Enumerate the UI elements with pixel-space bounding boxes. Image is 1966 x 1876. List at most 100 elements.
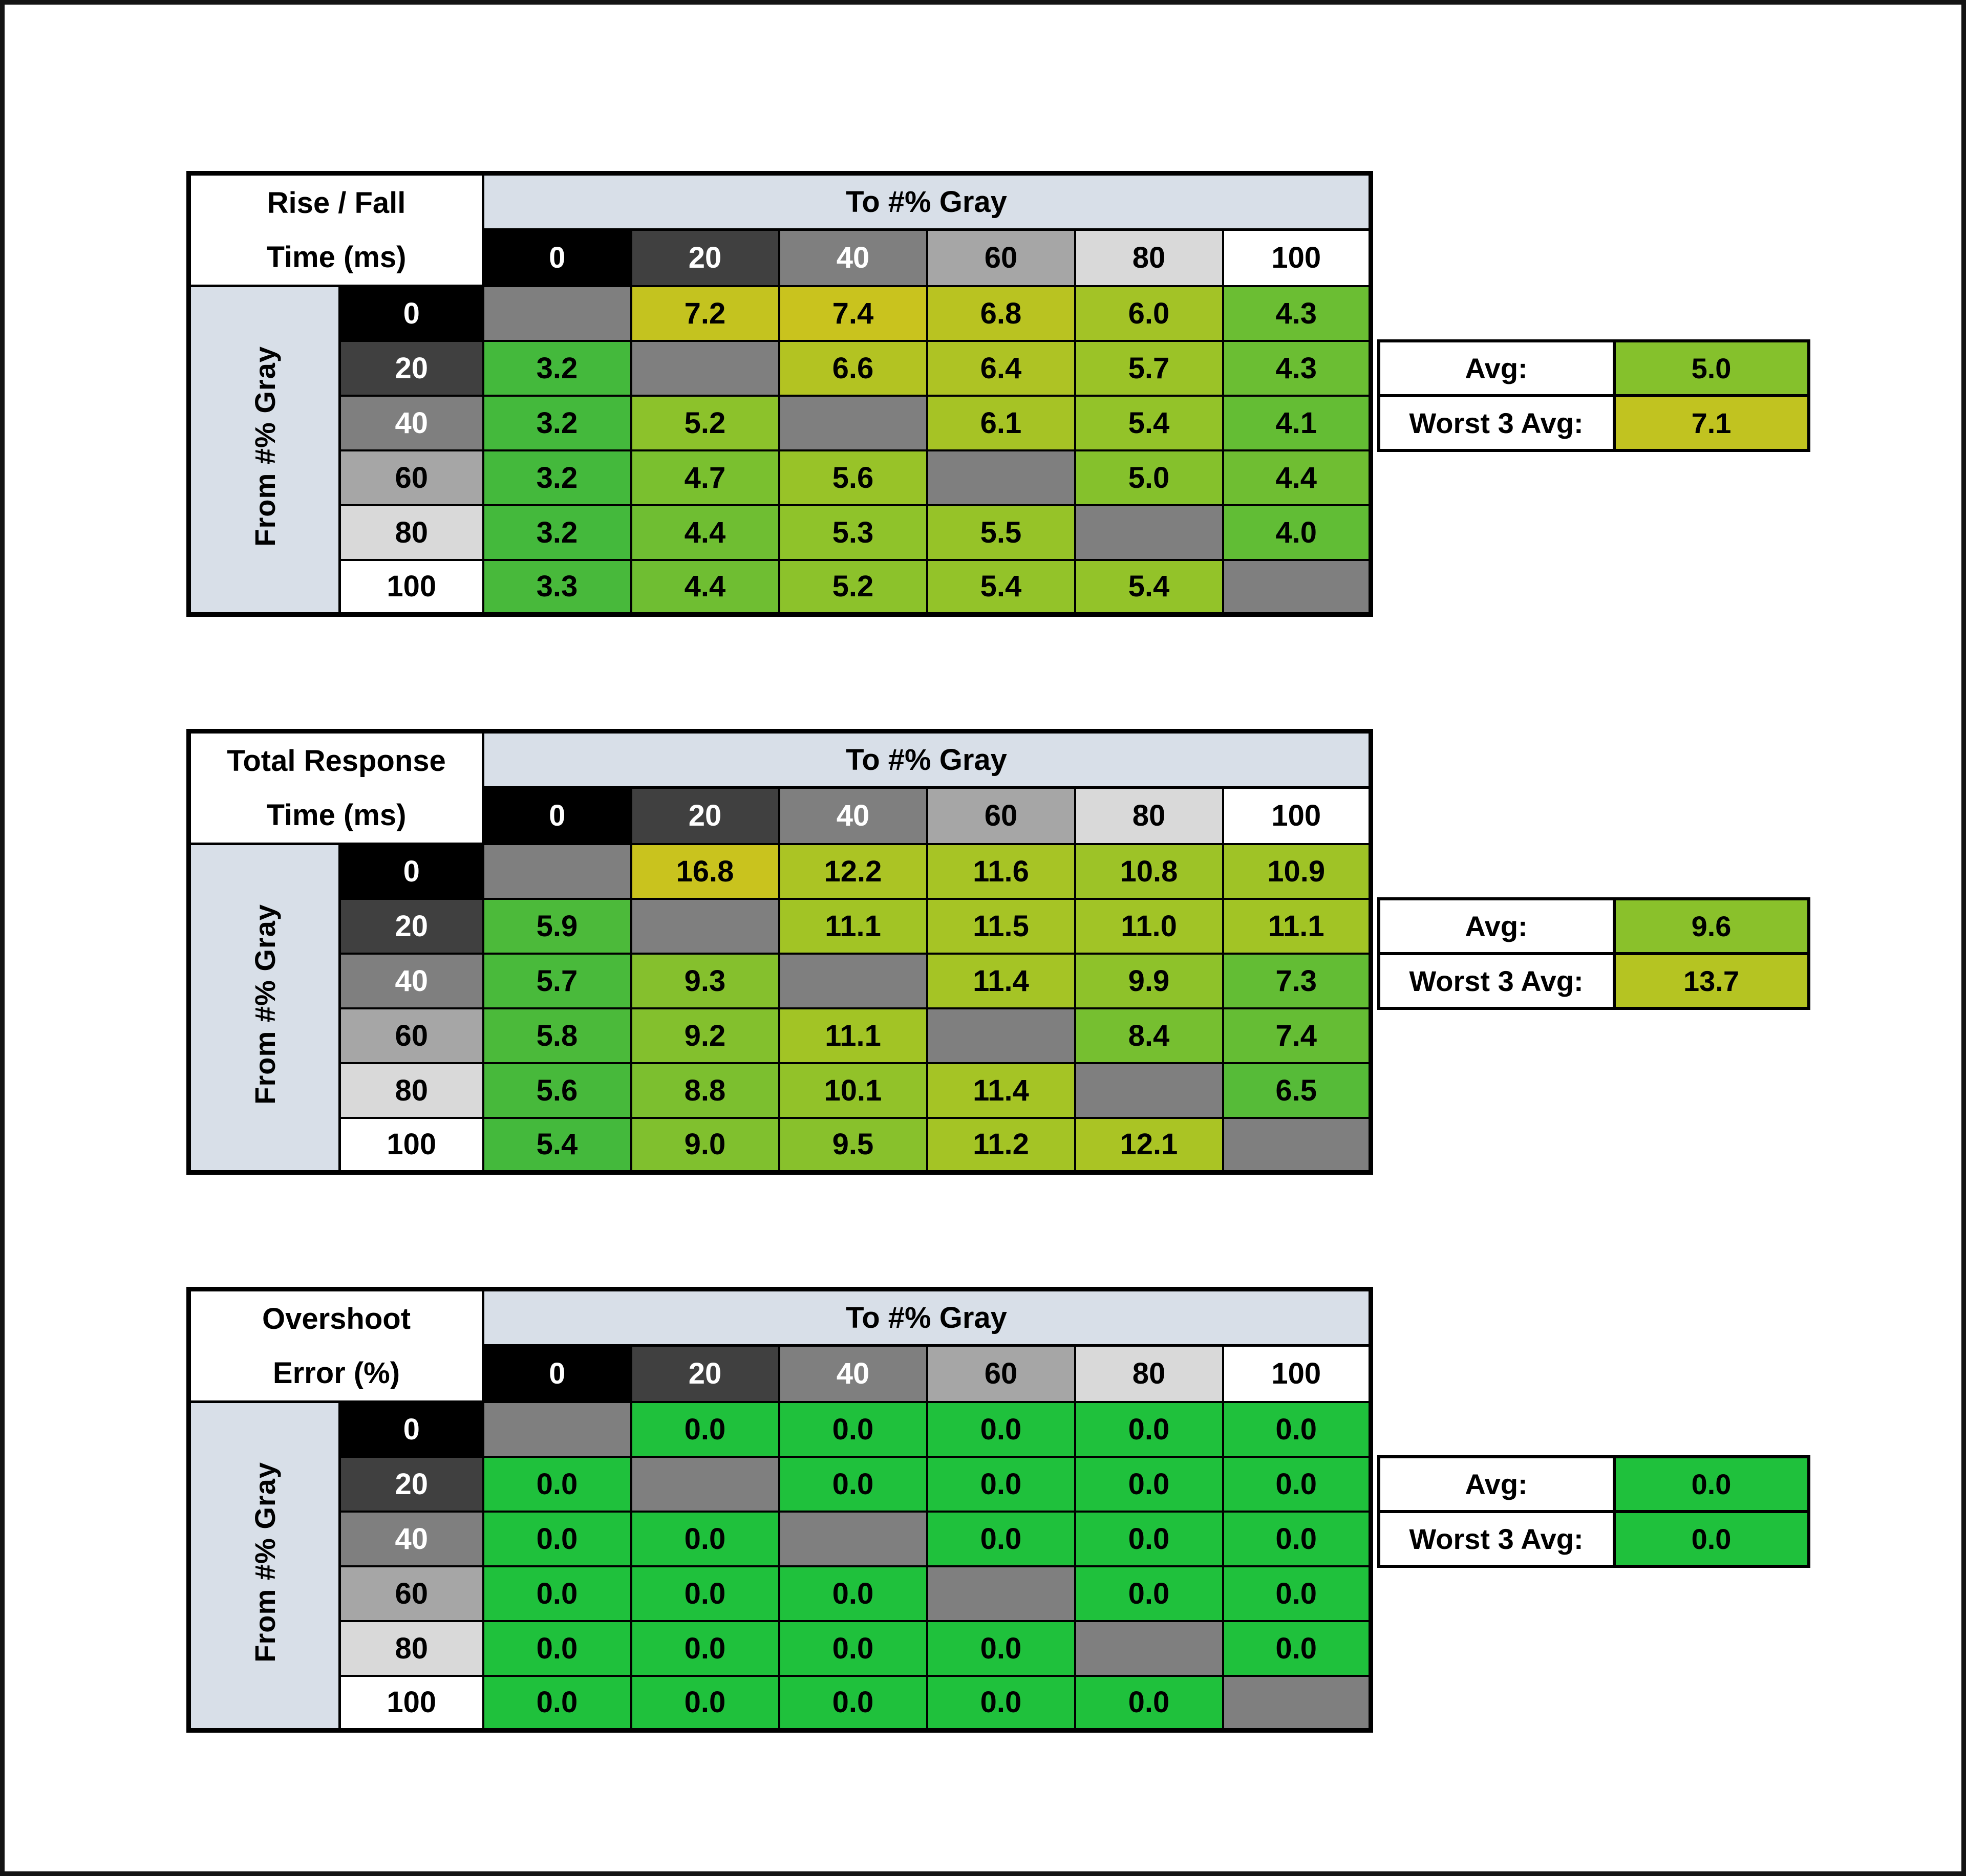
worst-value: 13.7 — [1612, 952, 1810, 1010]
side-gap — [1371, 1346, 1379, 1402]
cell-20-0: 0.0 — [482, 1455, 632, 1513]
worst-value: 7.1 — [1612, 394, 1810, 452]
blank — [1379, 1566, 1614, 1621]
row-header-60: 60 — [338, 449, 484, 506]
row-header-80: 80 — [338, 1620, 484, 1677]
cell-60-80: 8.4 — [1074, 1007, 1224, 1064]
worst-label: Worst 3 Avg: — [1377, 1510, 1616, 1568]
blank — [1379, 1118, 1614, 1173]
blank — [1614, 1118, 1809, 1173]
cell-20-40: 0.0 — [778, 1455, 928, 1513]
row-header-20: 20 — [338, 339, 484, 397]
cell-0-80: 6.0 — [1074, 285, 1224, 342]
cell-60-20: 4.7 — [630, 449, 780, 506]
cell-80-40: 10.1 — [778, 1062, 928, 1119]
blank — [1614, 1289, 1809, 1346]
blank — [1614, 788, 1809, 844]
cell-0-20: 7.2 — [630, 285, 780, 342]
diagonal-cell — [630, 897, 780, 955]
col-header-80: 80 — [1074, 1344, 1224, 1403]
from-gray-header: From #% Gray — [186, 843, 341, 1175]
col-header-20: 20 — [630, 1344, 780, 1403]
diagonal-cell — [926, 1007, 1076, 1064]
side-gap — [1371, 1621, 1379, 1676]
cell-80-20: 8.8 — [630, 1062, 780, 1119]
to-gray-header: To #% Gray — [482, 729, 1373, 789]
cell-80-0: 5.6 — [482, 1062, 632, 1119]
cell-0-100: 10.9 — [1222, 843, 1373, 900]
cell-20-100: 11.1 — [1222, 897, 1373, 955]
col-header-40: 40 — [778, 786, 928, 845]
cell-100-40: 5.2 — [778, 558, 928, 617]
cell-80-60: 5.5 — [926, 504, 1076, 561]
cell-100-80: 5.4 — [1074, 558, 1224, 617]
cell-100-60: 11.2 — [926, 1116, 1076, 1175]
diagonal-cell — [778, 394, 928, 451]
cell-40-100: 7.3 — [1222, 952, 1373, 1009]
avg-value: 0.0 — [1612, 1455, 1810, 1513]
cell-40-60: 0.0 — [926, 1510, 1076, 1567]
col-header-60: 60 — [926, 1344, 1076, 1403]
blank — [1379, 174, 1614, 230]
cell-20-60: 0.0 — [926, 1455, 1076, 1513]
blank — [1379, 1676, 1614, 1731]
cell-0-60: 6.8 — [926, 285, 1076, 342]
blank — [1379, 286, 1614, 341]
blank — [1379, 731, 1614, 788]
overshoot-error-table-host: Overshoot Error (%) To #% Gray 0 20 40 60 80 100… — [186, 1287, 1810, 1733]
blank — [1614, 450, 1809, 505]
cell-0-40: 12.2 — [778, 843, 928, 900]
cell-100-20: 9.0 — [630, 1116, 780, 1175]
cell-40-100: 0.0 — [1222, 1510, 1373, 1567]
row-header-100: 100 — [338, 1116, 484, 1175]
cell-80-40: 5.3 — [778, 504, 928, 561]
avg-label: Avg: — [1377, 339, 1616, 397]
side-gap — [1371, 1457, 1379, 1512]
col-header-40: 40 — [778, 228, 928, 287]
from-gray-header: From #% Gray — [186, 1400, 341, 1733]
total-response-time-table-host: Total Response Time (ms) To #% Gray 0 20 40 60… — [186, 729, 1810, 1175]
row-header-40: 40 — [338, 394, 484, 451]
cell-60-0: 0.0 — [482, 1565, 632, 1622]
cell-60-100: 0.0 — [1222, 1565, 1373, 1622]
blank — [1614, 1063, 1809, 1118]
row-header-20: 20 — [338, 1455, 484, 1513]
col-header-60: 60 — [926, 228, 1076, 287]
worst-label: Worst 3 Avg: — [1377, 952, 1616, 1010]
cell-40-60: 6.1 — [926, 394, 1076, 451]
side-gap — [1371, 844, 1379, 899]
side-gap — [1371, 1008, 1379, 1063]
table-title-line1: Total Response — [227, 744, 446, 778]
table-title-line1: Rise / Fall — [267, 186, 406, 220]
col-header-0: 0 — [482, 1344, 632, 1403]
cell-80-100: 4.0 — [1222, 504, 1373, 561]
blank — [1379, 450, 1614, 505]
cell-60-80: 5.0 — [1074, 449, 1224, 506]
cell-20-100: 0.0 — [1222, 1455, 1373, 1513]
col-header-100: 100 — [1222, 786, 1373, 845]
cell-40-60: 11.4 — [926, 952, 1076, 1009]
cell-100-0: 3.3 — [482, 558, 632, 617]
blank — [1379, 844, 1614, 899]
to-gray-header: To #% Gray — [482, 171, 1373, 231]
side-gap — [1371, 1676, 1379, 1731]
blank — [1379, 1008, 1614, 1063]
col-header-80: 80 — [1074, 228, 1224, 287]
diagonal-cell — [482, 285, 632, 342]
table-title-line2: Time (ms) — [266, 240, 407, 274]
row-header-0: 0 — [338, 285, 484, 342]
diagonal-cell — [778, 1510, 928, 1567]
cell-60-80: 0.0 — [1074, 1565, 1224, 1622]
blank — [1379, 788, 1614, 844]
cell-0-20: 16.8 — [630, 843, 780, 900]
cell-20-80: 0.0 — [1074, 1455, 1224, 1513]
diagonal-cell — [1074, 1062, 1224, 1119]
side-gap — [1371, 286, 1379, 341]
row-header-60: 60 — [338, 1565, 484, 1622]
side-gap — [1371, 1402, 1379, 1457]
cell-60-20: 9.2 — [630, 1007, 780, 1064]
side-gap — [1371, 788, 1379, 844]
side-gap — [1371, 396, 1379, 450]
cell-80-60: 0.0 — [926, 1620, 1076, 1677]
